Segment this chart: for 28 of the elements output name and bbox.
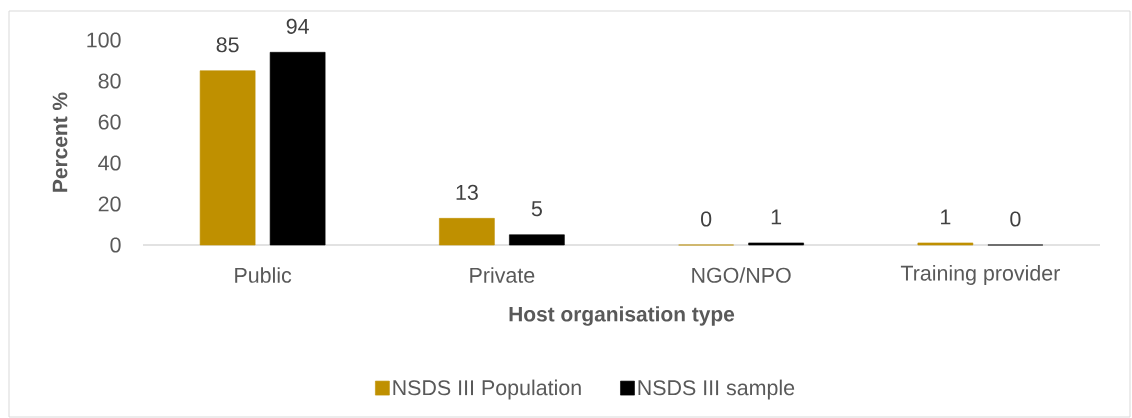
y-axis-title: Percent % (52, 92, 68, 192)
legend-label: NSDS III sample (638, 379, 795, 400)
x-tick-label: Public (235, 267, 292, 283)
y-tick-label: 100 (87, 32, 121, 48)
y-tick-label: 80 (98, 73, 121, 89)
data-label: 1 (941, 209, 951, 225)
bar (509, 234, 565, 246)
y-tick-label: 0 (110, 237, 121, 253)
x-tick-label: Private (470, 267, 535, 283)
legend-label: NSDS III Population (393, 379, 581, 400)
y-tick-label: 40 (98, 155, 121, 171)
x-tick-label: NGO/NPO (692, 267, 791, 283)
x-tick-label: Training provider (900, 265, 1060, 285)
bar (917, 242, 974, 246)
data-label: 0 (701, 211, 712, 227)
y-tick-label: 20 (98, 196, 121, 212)
bar (439, 218, 495, 246)
bar (748, 242, 804, 246)
x-axis-title: Host organisation type (509, 306, 735, 326)
data-label: 0 (1010, 211, 1021, 227)
data-label: 5 (531, 201, 542, 217)
y-tick-label: 60 (98, 114, 121, 130)
data-label: 94 (286, 18, 309, 34)
bar (269, 52, 326, 246)
data-label: 85 (216, 37, 239, 53)
data-label: 1 (771, 209, 782, 225)
bar (199, 70, 256, 246)
data-label: 13 (456, 184, 478, 200)
